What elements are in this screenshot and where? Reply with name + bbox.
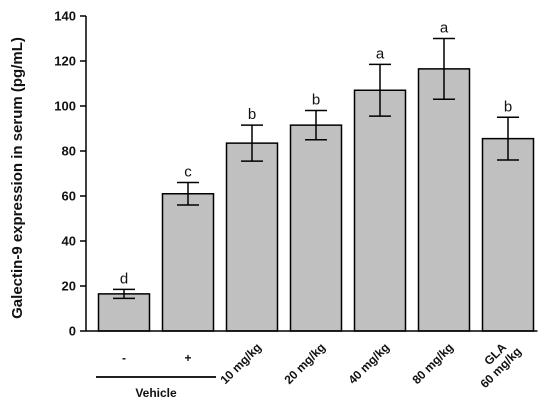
significance-letter: d — [120, 270, 128, 287]
error-bar — [369, 63, 391, 117]
error-bar — [177, 181, 199, 206]
x-tick-label: - — [122, 351, 126, 365]
error-bar — [497, 116, 519, 161]
x-axis: - +10 mg/kg 20 mg/kg 40 mg/kg 80 mg/kg GLA60 … — [86, 330, 538, 400]
x-tick-label: + — [184, 351, 191, 365]
bar — [161, 193, 215, 332]
y-tick-label: 80 — [62, 144, 76, 159]
significance-letter: b — [504, 98, 512, 115]
x-tick-label: 80 mg/kg — [409, 340, 456, 387]
error-bar — [305, 109, 327, 141]
error-bar — [241, 124, 263, 162]
y-tick-label: 140 — [54, 9, 76, 24]
x-tick-label: 10 mg/kg — [217, 340, 264, 387]
y-axis: 0 20 40 60 80 100 120 140 — [54, 9, 87, 339]
significance-letter: b — [312, 92, 320, 109]
y-tick-label: 100 — [54, 99, 76, 114]
bar — [353, 89, 407, 332]
bar — [97, 293, 151, 332]
y-tick-label: 120 — [54, 54, 76, 69]
y-axis-label: Galectin-9 expression in serum (pg/mL) — [9, 37, 26, 319]
significance-letters: d c b b a a b — [120, 20, 512, 288]
bar — [417, 68, 471, 332]
y-tick-label: 60 — [62, 189, 76, 204]
y-tick-label: 40 — [62, 234, 76, 249]
significance-letter: c — [184, 164, 192, 181]
bar — [289, 124, 343, 332]
error-bar — [113, 288, 135, 300]
x-tick-label: 40 mg/kg — [345, 340, 392, 387]
significance-letter: a — [440, 20, 449, 37]
group-label: Vehicle — [135, 386, 177, 400]
bar — [225, 142, 279, 332]
error-bar — [433, 37, 455, 100]
error-bars — [113, 37, 519, 300]
y-tick-label: 0 — [69, 324, 76, 339]
x-tick-label: 20 mg/kg — [281, 340, 328, 387]
y-tick-label: 20 — [62, 279, 76, 294]
bar — [481, 137, 535, 332]
significance-letter: a — [376, 45, 385, 62]
significance-letter: b — [248, 106, 256, 123]
